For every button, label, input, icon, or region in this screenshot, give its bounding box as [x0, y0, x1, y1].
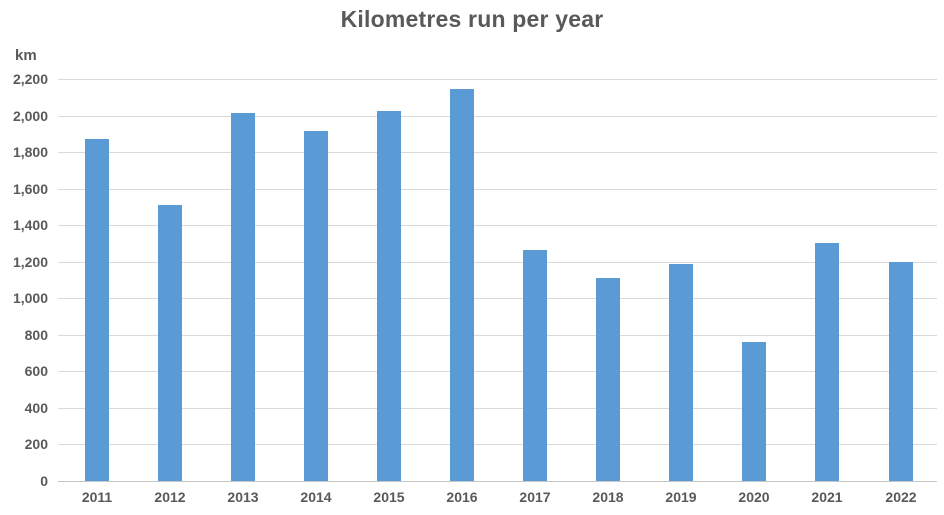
gridline — [58, 444, 937, 445]
y-tick-label: 1,400 — [12, 217, 48, 233]
y-tick-label: 600 — [24, 363, 48, 379]
x-tick-label: 2020 — [738, 489, 770, 505]
bar-2014 — [304, 131, 328, 481]
gridline — [58, 116, 937, 117]
gridline — [58, 152, 937, 153]
x-tick-label: 2015 — [373, 489, 405, 505]
x-axis-baseline — [58, 481, 937, 482]
x-tick-label: 2022 — [885, 489, 917, 505]
y-tick-label: 1,600 — [12, 181, 48, 197]
bar-2015 — [377, 111, 401, 481]
gridline — [58, 298, 937, 299]
y-tick-label: 1,000 — [12, 290, 48, 306]
y-tick-label: 0 — [40, 473, 48, 489]
y-tick-label: 1,200 — [12, 254, 48, 270]
gridline — [58, 79, 937, 80]
bar-2013 — [231, 113, 255, 481]
y-tick-label: 200 — [24, 436, 48, 452]
x-tick-label: 2013 — [227, 489, 259, 505]
gridline — [58, 371, 937, 372]
x-tick-label: 2019 — [665, 489, 697, 505]
gridline — [58, 408, 937, 409]
bar-2017 — [523, 250, 547, 481]
y-axis-unit-label: km — [15, 47, 37, 64]
x-tick-label: 2018 — [592, 489, 624, 505]
x-tick-label: 2011 — [81, 489, 113, 505]
gridline — [58, 225, 937, 226]
x-tick-label: 2012 — [154, 489, 186, 505]
y-tick-label: 400 — [24, 400, 48, 416]
bar-2022 — [889, 262, 913, 481]
bar-2016 — [450, 89, 474, 481]
bar-2011 — [85, 139, 109, 481]
x-tick-label: 2021 — [811, 489, 843, 505]
x-tick-label: 2014 — [300, 489, 332, 505]
bar-2019 — [669, 264, 693, 481]
x-tick-label: 2017 — [519, 489, 551, 505]
bar-2012 — [158, 205, 182, 481]
y-tick-label: 2,000 — [12, 108, 48, 124]
gridline — [58, 262, 937, 263]
y-tick-label: 800 — [24, 327, 48, 343]
x-tick-label: 2016 — [446, 489, 478, 505]
bar-2021 — [815, 243, 839, 481]
gridline — [58, 189, 937, 190]
y-tick-label: 1,800 — [12, 144, 48, 160]
chart-title: Kilometres run per year — [340, 6, 604, 32]
bar-2020 — [742, 342, 766, 481]
gridline — [58, 335, 937, 336]
bar-2018 — [596, 278, 620, 481]
y-tick-label: 2,200 — [12, 71, 48, 87]
